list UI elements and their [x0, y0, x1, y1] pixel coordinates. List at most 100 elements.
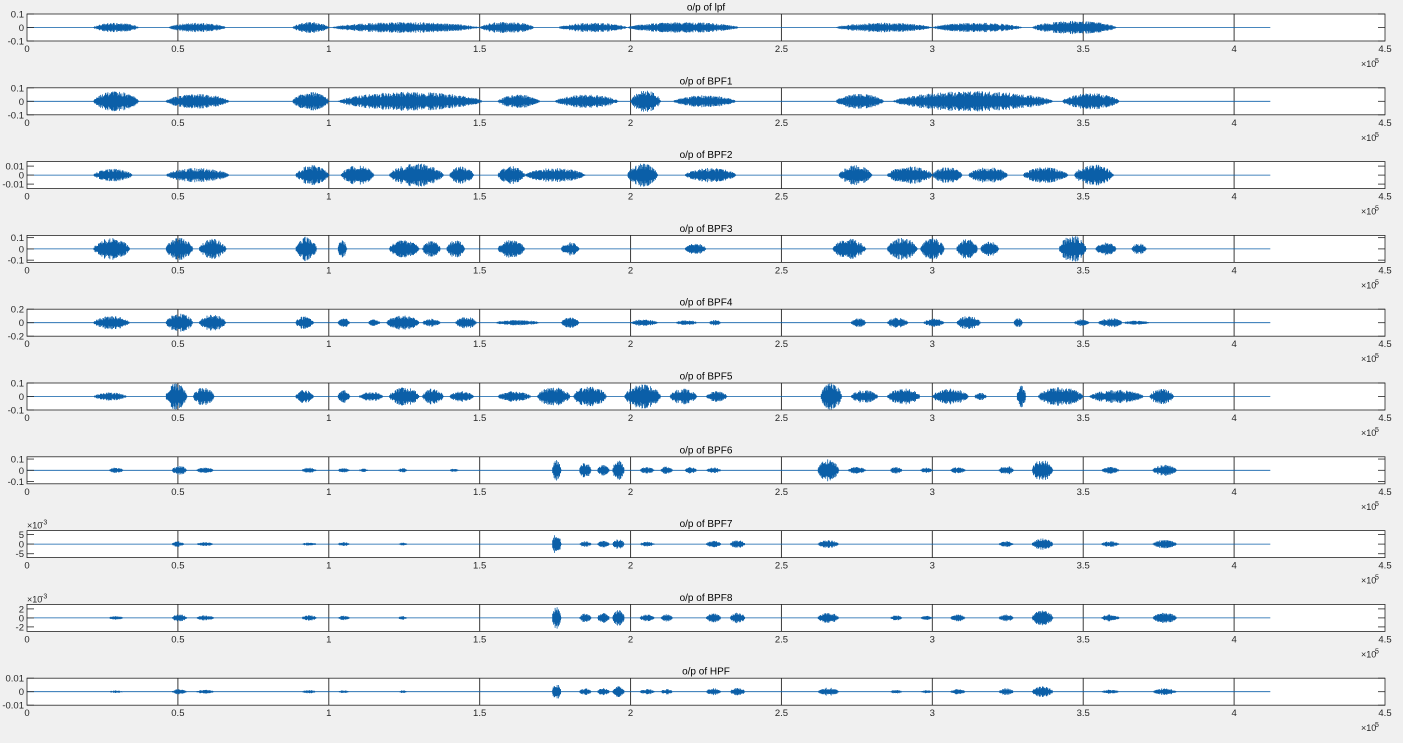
- x-tick-label: 3.5: [1077, 118, 1090, 129]
- x-tick-label: 4.5: [1378, 708, 1391, 719]
- y-tick-label: 2: [19, 604, 24, 615]
- y-tick-label: 0: [19, 97, 24, 108]
- x-tick-label: 4.5: [1378, 192, 1391, 203]
- y-tick-label: -0.1: [8, 37, 24, 48]
- subplot-title: o/p of BPF2: [680, 150, 733, 161]
- x-tick-label: 1: [326, 561, 331, 572]
- x-tick-label: 0: [24, 44, 29, 55]
- x-tick-label: 3.5: [1077, 487, 1090, 498]
- x-tick-label: 1: [326, 265, 331, 276]
- signal-line: [26, 163, 1271, 187]
- x-tick-label: 2.5: [775, 44, 788, 55]
- y-tick-label: -2: [16, 622, 24, 633]
- x-tick-label: 0: [24, 708, 29, 719]
- x-tick-label: 3: [930, 265, 935, 276]
- x-tick-label: 4.5: [1378, 634, 1391, 645]
- x-tick-label: 0: [24, 634, 29, 645]
- signal-line: [26, 607, 1271, 629]
- x-tick-label: 2.5: [775, 561, 788, 572]
- y-tick-label: 0.1: [11, 379, 24, 390]
- x-tick-label: 4.5: [1378, 44, 1391, 55]
- x-tick-label: 1.5: [473, 561, 486, 572]
- y-exponent-power: -3: [41, 593, 47, 600]
- y-tick-label: -0.1: [8, 406, 24, 417]
- x-tick-label: 2.5: [775, 487, 788, 498]
- x-tick-label: 2.5: [775, 413, 788, 424]
- x-tick-label: 0: [24, 339, 29, 350]
- y-tick-label: 0: [19, 318, 24, 329]
- x-tick-label: 3.5: [1077, 192, 1090, 203]
- x-tick-label: 3: [930, 44, 935, 55]
- y-tick-label: -0.1: [8, 110, 24, 121]
- x-exponent-power: 5: [1375, 427, 1379, 434]
- y-tick-label: 0.01: [6, 674, 25, 685]
- x-tick-label: 4: [1231, 561, 1236, 572]
- y-tick-label: -0.1: [8, 256, 24, 267]
- x-exponent-power: 5: [1375, 353, 1379, 360]
- signal-line: [26, 236, 1271, 262]
- x-tick-label: 0: [24, 118, 29, 129]
- x-tick-label: 0.5: [171, 192, 184, 203]
- x-tick-label: 4.5: [1378, 339, 1391, 350]
- signal-line: [26, 459, 1271, 482]
- x-exponent-power: 5: [1375, 722, 1379, 729]
- x-tick-label: 4: [1231, 192, 1236, 203]
- x-tick-label: 4: [1231, 265, 1236, 276]
- subplot-title: o/p of BPF1: [680, 76, 733, 87]
- x-tick-label: 2: [628, 487, 633, 498]
- signal-line: [26, 90, 1271, 112]
- x-tick-label: 2.5: [775, 192, 788, 203]
- x-tick-label: 3.5: [1077, 265, 1090, 276]
- x-tick-label: 2.5: [775, 265, 788, 276]
- signal-line: [26, 383, 1271, 410]
- x-exponent-power: 5: [1375, 132, 1379, 139]
- y-tick-label: 0: [19, 392, 24, 403]
- x-tick-label: 0.5: [171, 118, 184, 129]
- x-tick-label: 2: [628, 265, 633, 276]
- x-tick-label: 1.5: [473, 487, 486, 498]
- x-tick-label: 4: [1231, 44, 1236, 55]
- x-exponent-power: 5: [1375, 501, 1379, 508]
- x-exponent-label: ×10: [1361, 723, 1376, 733]
- x-tick-label: 1.5: [473, 192, 486, 203]
- x-tick-label: 1: [326, 118, 331, 129]
- x-tick-label: 0.5: [171, 413, 184, 424]
- subplot-title: o/p of BPF7: [680, 519, 733, 530]
- x-tick-label: 3: [930, 339, 935, 350]
- y-tick-label: 0: [19, 687, 24, 698]
- x-tick-label: 3: [930, 634, 935, 645]
- y-tick-label: 0.01: [6, 162, 25, 173]
- x-tick-label: 1: [326, 487, 331, 498]
- y-tick-label: 0: [19, 23, 24, 34]
- x-tick-label: 0: [24, 265, 29, 276]
- x-tick-label: 1.5: [473, 708, 486, 719]
- x-exponent-power: 5: [1375, 206, 1379, 213]
- x-exponent-label: ×10: [1361, 649, 1376, 659]
- x-tick-label: 2.5: [775, 708, 788, 719]
- signal-line: [26, 313, 1271, 332]
- x-tick-label: 4: [1231, 487, 1236, 498]
- x-exponent-power: 5: [1375, 58, 1379, 65]
- x-tick-label: 3.5: [1077, 339, 1090, 350]
- x-exponent-power: 5: [1375, 279, 1379, 286]
- y-tick-label: 0.1: [11, 10, 24, 21]
- y-tick-label: 5: [19, 530, 24, 541]
- subplot-title: o/p of HPF: [682, 667, 730, 678]
- x-tick-label: 2.5: [775, 339, 788, 350]
- y-exponent-label: ×10: [27, 594, 42, 604]
- x-tick-label: 4.5: [1378, 265, 1391, 276]
- x-tick-label: 1.5: [473, 634, 486, 645]
- x-tick-label: 4: [1231, 118, 1236, 129]
- x-tick-label: 2: [628, 413, 633, 424]
- x-tick-label: 1: [326, 634, 331, 645]
- x-tick-label: 1.5: [473, 339, 486, 350]
- x-tick-label: 4: [1231, 708, 1236, 719]
- y-tick-label: -0.01: [2, 701, 24, 712]
